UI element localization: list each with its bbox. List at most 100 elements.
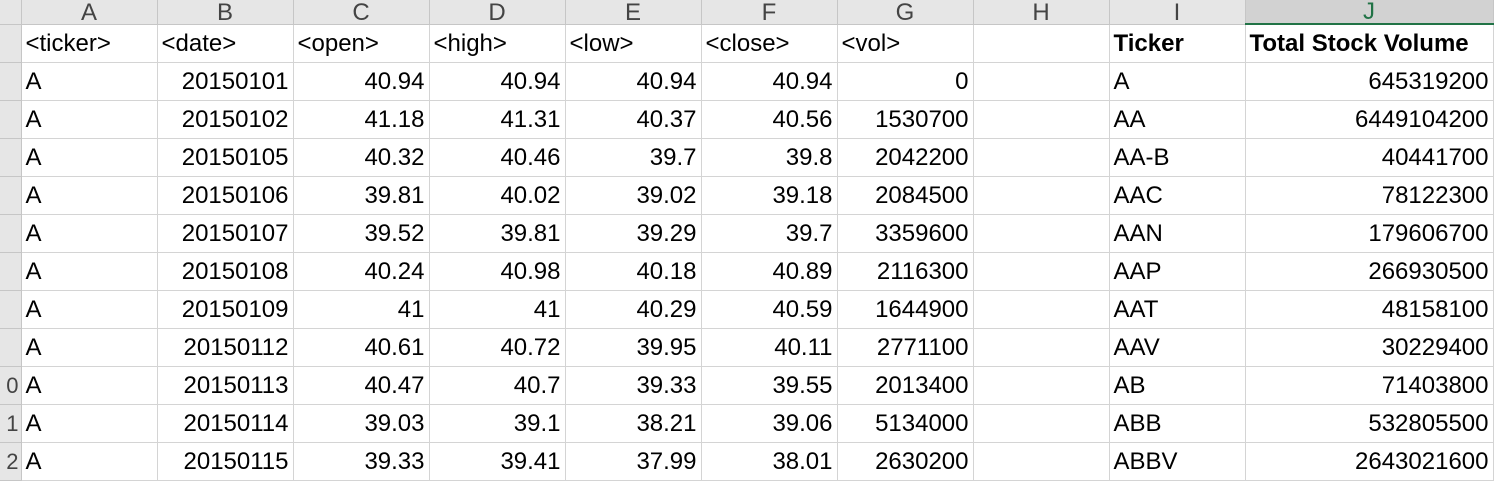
cell-b[interactable]: 20150115 (157, 442, 294, 481)
cell-a[interactable]: A (21, 100, 158, 139)
cell-h[interactable] (973, 404, 1110, 443)
cell-j[interactable]: 40441700 (1245, 138, 1494, 177)
column-header-e[interactable]: E (565, 0, 702, 25)
cell-e[interactable]: 39.95 (565, 328, 702, 367)
cell-c[interactable]: <open> (293, 24, 430, 63)
cell-g[interactable]: 2013400 (837, 366, 974, 405)
row-header[interactable]: 1 (0, 404, 22, 443)
cell-f[interactable]: 39.7 (701, 214, 838, 253)
cell-a[interactable]: A (21, 366, 158, 405)
cell-d[interactable]: 41 (429, 290, 566, 329)
cell-e[interactable]: 39.33 (565, 366, 702, 405)
cell-e[interactable]: 40.94 (565, 62, 702, 101)
row-header[interactable] (0, 252, 22, 291)
cell-d[interactable]: 40.02 (429, 176, 566, 215)
cell-d[interactable]: 40.46 (429, 138, 566, 177)
cell-b[interactable]: <date> (157, 24, 294, 63)
cell-b[interactable]: 20150101 (157, 62, 294, 101)
cell-i[interactable]: AAC (1109, 176, 1246, 215)
cell-i[interactable]: ABB (1109, 404, 1246, 443)
cell-f[interactable]: 40.56 (701, 100, 838, 139)
cell-j[interactable]: 179606700 (1245, 214, 1494, 253)
cell-b[interactable]: 20150108 (157, 252, 294, 291)
cell-d[interactable]: 40.7 (429, 366, 566, 405)
row-header[interactable] (0, 176, 22, 215)
cell-a[interactable]: A (21, 328, 158, 367)
cell-f[interactable]: 40.94 (701, 62, 838, 101)
cell-i[interactable]: ABBV (1109, 442, 1246, 481)
cell-e[interactable]: 37.99 (565, 442, 702, 481)
cell-a[interactable]: A (21, 214, 158, 253)
cell-g[interactable]: 2084500 (837, 176, 974, 215)
cell-b[interactable]: 20150107 (157, 214, 294, 253)
cell-e[interactable]: 38.21 (565, 404, 702, 443)
cell-j[interactable]: 78122300 (1245, 176, 1494, 215)
cell-i[interactable]: AAV (1109, 328, 1246, 367)
cell-g[interactable]: 2116300 (837, 252, 974, 291)
cell-e[interactable]: 39.29 (565, 214, 702, 253)
cell-d[interactable]: 41.31 (429, 100, 566, 139)
row-header[interactable] (0, 24, 22, 63)
cell-f[interactable]: <close> (701, 24, 838, 63)
cell-c[interactable]: 39.81 (293, 176, 430, 215)
cell-i[interactable]: AAT (1109, 290, 1246, 329)
cell-d[interactable]: 40.72 (429, 328, 566, 367)
cell-j[interactable]: 48158100 (1245, 290, 1494, 329)
row-header[interactable] (0, 100, 22, 139)
cell-f[interactable]: 40.89 (701, 252, 838, 291)
cell-b[interactable]: 20150109 (157, 290, 294, 329)
cell-f[interactable]: 39.06 (701, 404, 838, 443)
row-header[interactable] (0, 138, 22, 177)
cell-i[interactable]: AA (1109, 100, 1246, 139)
cell-h[interactable] (973, 328, 1110, 367)
cell-g[interactable]: 2771100 (837, 328, 974, 367)
cell-h[interactable] (973, 24, 1110, 63)
cell-c[interactable]: 39.33 (293, 442, 430, 481)
cell-b[interactable]: 20150102 (157, 100, 294, 139)
select-all-corner[interactable] (0, 0, 22, 25)
cell-b[interactable]: 20150106 (157, 176, 294, 215)
cell-d[interactable]: 39.81 (429, 214, 566, 253)
column-header-a[interactable]: A (21, 0, 158, 25)
cell-g[interactable]: 0 (837, 62, 974, 101)
cell-b[interactable]: 20150113 (157, 366, 294, 405)
cell-g[interactable]: 1644900 (837, 290, 974, 329)
cell-b[interactable]: 20150114 (157, 404, 294, 443)
row-header[interactable]: 0 (0, 366, 22, 405)
cell-j[interactable]: 266930500 (1245, 252, 1494, 291)
cell-a[interactable]: A (21, 404, 158, 443)
cell-c[interactable]: 39.52 (293, 214, 430, 253)
cell-h[interactable] (973, 442, 1110, 481)
cell-c[interactable]: 40.47 (293, 366, 430, 405)
cell-j[interactable]: 532805500 (1245, 404, 1494, 443)
row-header[interactable] (0, 214, 22, 253)
cell-h[interactable] (973, 214, 1110, 253)
cell-h[interactable] (973, 62, 1110, 101)
cell-f[interactable]: 38.01 (701, 442, 838, 481)
cell-j[interactable]: 71403800 (1245, 366, 1494, 405)
column-header-j[interactable]: J (1245, 0, 1494, 25)
cell-g[interactable]: 5134000 (837, 404, 974, 443)
cell-c[interactable]: 40.24 (293, 252, 430, 291)
column-header-d[interactable]: D (429, 0, 566, 25)
cell-c[interactable]: 40.94 (293, 62, 430, 101)
cell-a[interactable]: A (21, 252, 158, 291)
cell-h[interactable] (973, 290, 1110, 329)
row-header[interactable] (0, 62, 22, 101)
cell-i[interactable]: A (1109, 62, 1246, 101)
cell-e[interactable]: 40.18 (565, 252, 702, 291)
cell-e[interactable]: <low> (565, 24, 702, 63)
cell-f[interactable]: 39.55 (701, 366, 838, 405)
column-header-f[interactable]: F (701, 0, 838, 25)
cell-c[interactable]: 41 (293, 290, 430, 329)
cell-i[interactable]: AAP (1109, 252, 1246, 291)
cell-h[interactable] (973, 176, 1110, 215)
cell-g[interactable]: 2630200 (837, 442, 974, 481)
cell-g[interactable]: 3359600 (837, 214, 974, 253)
cell-i[interactable]: AA-B (1109, 138, 1246, 177)
cell-j[interactable]: 30229400 (1245, 328, 1494, 367)
cell-f[interactable]: 39.8 (701, 138, 838, 177)
cell-e[interactable]: 40.29 (565, 290, 702, 329)
cell-c[interactable]: 41.18 (293, 100, 430, 139)
cell-d[interactable]: 40.98 (429, 252, 566, 291)
